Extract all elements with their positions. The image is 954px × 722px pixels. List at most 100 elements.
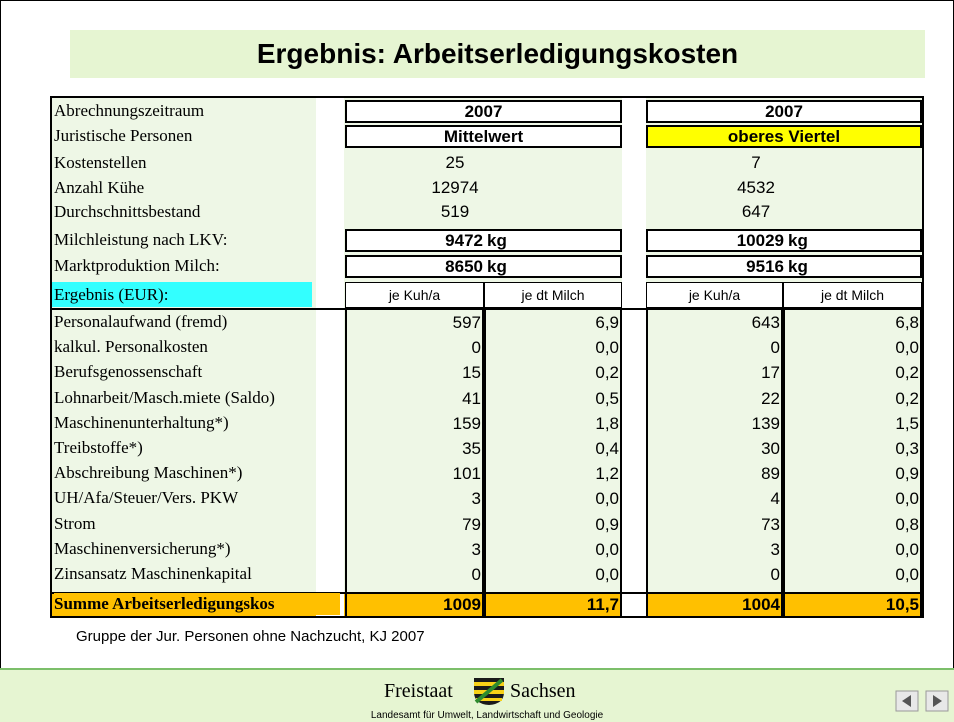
cell: 22 [761,388,780,408]
row-label: Berufsgenossenschaft [54,362,203,382]
cell: 0 [471,338,481,358]
row-label: Kostenstellen [54,153,147,172]
row-label: Zinsansatz Maschinenkapital [54,564,252,583]
cell: 35 [462,439,481,458]
row-label: Anzahl Kühe [54,177,145,197]
row-label: Maschinenunterhaltung*) [54,412,229,432]
column-frame [646,308,783,592]
milk-box [345,255,622,278]
total-cell: 1009 [443,595,481,614]
result-label: Ergebnis (EUR): [52,282,312,307]
cell: 1,8 [595,413,619,433]
row-label: Summe Arbeitserledigungskos [54,593,340,615]
row-label: Treibstoffe*) [54,438,143,457]
rule [52,308,922,310]
total-cell: 11,7 [586,595,619,614]
count-cell: 647 [741,202,771,221]
milk-box [646,229,922,252]
cell: 0,5 [595,388,619,408]
cell: 79 [462,514,481,534]
cell: 1,2 [595,464,619,484]
footer-agency: Landesamt für Umwelt, Landwirtschaft und… [370,710,604,721]
row-label: Abrechnungszeitraum [54,101,205,120]
cell: 3 [770,539,780,559]
column-frame [646,592,783,616]
cell: 89 [761,464,780,484]
cell: 101 [452,464,481,484]
coat-of-arms [474,678,504,705]
cell: 17 [761,363,780,383]
cell: 0,0 [895,489,919,509]
cell: 73 [761,514,780,534]
column-frame [345,592,484,616]
milk-value: 9472 [445,231,483,250]
separator [622,98,646,616]
subheader: je dt Milch [783,282,922,308]
row-label: Maschinenversicherung*) [54,538,231,558]
count-cell: 519 [440,202,470,221]
cell: 3 [471,489,481,509]
cell: 30 [761,439,780,458]
row-label: Lohnarbeit/Masch.miete (Saldo) [54,387,275,407]
milk-box [345,229,622,252]
nav-prev[interactable] [895,690,919,712]
row-label: kalkul. Personalkosten [54,337,208,357]
column-frame [484,592,622,616]
cell: 0 [471,565,481,584]
total-cell: 10,5 [885,595,919,614]
milk-value: 8650 [445,257,483,276]
subheader: je dt Milch [484,282,622,308]
count-cell: 4532 [737,177,775,197]
cell: 0,0 [895,565,919,584]
cell: 0,2 [595,363,619,383]
cell: 0,8 [895,514,919,534]
note: Gruppe der Jur. Personen ohne Nachzucht,… [76,628,425,645]
row-label: Marktproduktion Milch: [54,256,220,275]
cell: 0,9 [895,464,919,484]
milk-value: 9516 [746,257,784,276]
total-cell: 1004 [742,595,780,614]
cell: 0,3 [895,439,919,458]
milk-unit: kg [487,257,507,276]
cell: 0,4 [595,439,619,458]
separator [316,98,344,616]
cell: 1,5 [895,413,919,433]
cell: 0,0 [895,338,919,358]
footer-state-right: Sachsen [510,680,576,702]
cell: 139 [751,413,780,433]
column-frame [484,308,622,592]
row-label: Strom [54,513,96,533]
milk-value: 10029 [736,231,784,250]
cell: 0,2 [895,363,919,383]
cell: 4 [770,489,780,509]
table [50,96,924,618]
nav-next[interactable] [925,690,949,712]
count-cell: 7 [751,153,761,172]
cell: 159 [452,413,481,433]
row-label: Durchschnittsbestand [54,202,201,221]
milk-box [646,255,922,278]
cell: 0,0 [595,565,619,584]
cell: 6,9 [595,313,619,332]
footer-state-left: Freistaat [384,680,453,702]
cell: 0,0 [595,489,619,509]
row-label: UH/Afa/Steuer/Vers. PKW [54,488,239,508]
cell: 3 [471,539,481,559]
title: Ergebnis: Arbeitserledigungskosten [70,30,925,78]
separator [622,594,646,616]
milk-unit: kg [788,257,808,276]
cell: 0,0 [895,539,919,559]
group-cell: oberes Viertel [646,125,922,148]
subheader: je Kuh/a [646,282,783,308]
cell: 643 [751,313,780,332]
column-frame [345,308,484,592]
row-label: Milchleistung nach LKV: [54,230,228,249]
cell: 0,0 [595,539,619,559]
cell: 0 [770,338,780,358]
year-cell: 2007 [345,100,622,123]
cell: 0 [770,565,780,584]
milk-unit: kg [788,231,808,250]
cell: 597 [452,313,481,332]
row-label: Juristische Personen [54,126,193,145]
